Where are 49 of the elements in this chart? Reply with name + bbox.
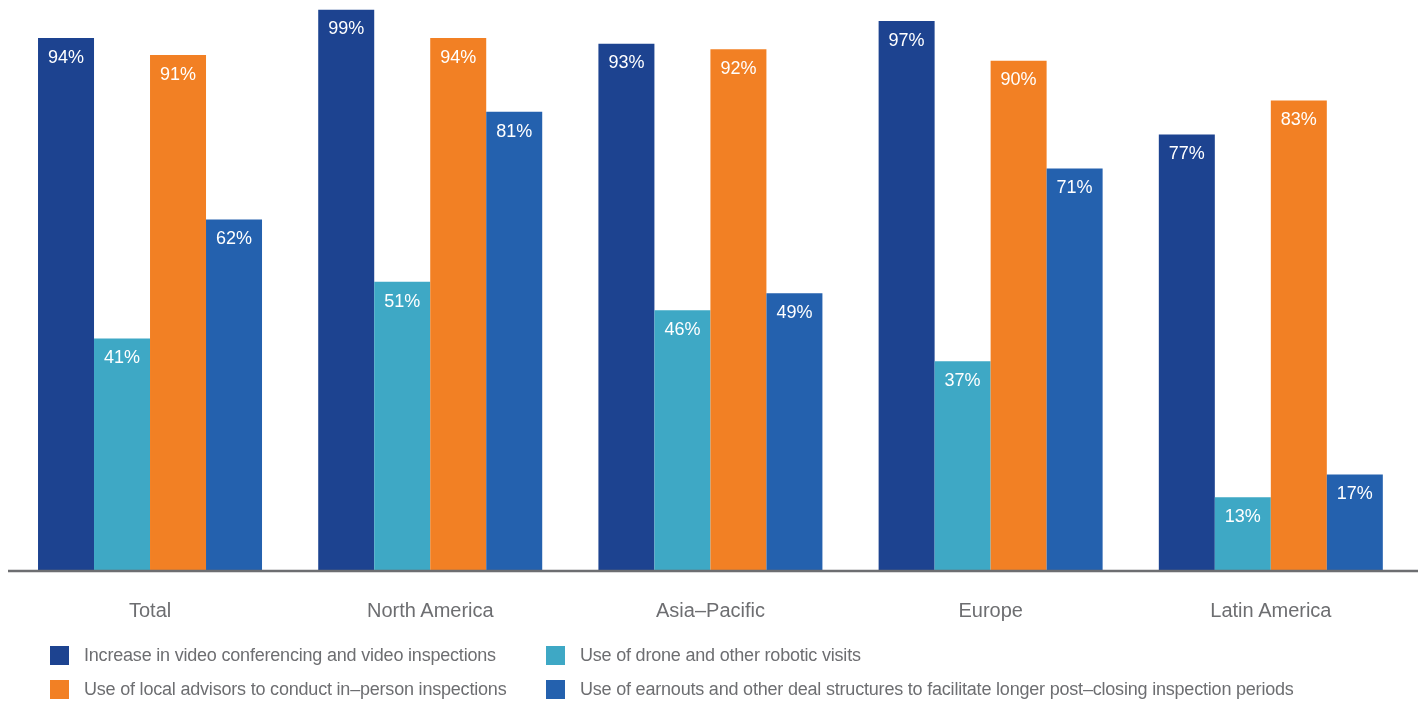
- data-label: 81%: [496, 120, 533, 141]
- data-label: 94%: [48, 46, 85, 67]
- x-tick-label: Latin America: [1210, 599, 1333, 622]
- data-label: 91%: [160, 63, 197, 84]
- data-label: 51%: [384, 290, 421, 311]
- data-label: 97%: [888, 29, 925, 50]
- bar: [318, 9, 375, 571]
- bar: [990, 60, 1047, 571]
- x-tick-label: Europe: [958, 599, 1023, 622]
- bar: [1214, 497, 1271, 571]
- data-label: 49%: [776, 301, 813, 322]
- data-label: 71%: [1056, 177, 1093, 198]
- bar: [486, 111, 543, 571]
- bar: [1046, 168, 1103, 571]
- bar: [878, 21, 935, 571]
- data-label: 17%: [1336, 483, 1373, 504]
- bar: [38, 38, 95, 571]
- bar: [374, 281, 431, 571]
- legend-label: Use of drone and other robotic visits: [580, 644, 861, 666]
- data-label: 90%: [1000, 69, 1037, 90]
- bar: [766, 293, 823, 571]
- data-label: 92%: [720, 58, 757, 79]
- data-label: 46%: [664, 318, 701, 339]
- bar: [94, 338, 151, 571]
- bar: [710, 49, 767, 571]
- data-label: 37%: [944, 369, 981, 390]
- data-label: 93%: [608, 52, 645, 73]
- x-tick-label: North America: [366, 599, 495, 622]
- data-label: 83%: [1280, 109, 1317, 130]
- bar: [934, 361, 991, 571]
- bar: [150, 55, 207, 571]
- data-label: 94%: [440, 46, 477, 67]
- legend-label: Use of local advisors to conduct in–person inspections: [84, 678, 507, 700]
- x-tick-label: Total: [128, 599, 172, 622]
- legend-label: Increase in video conferencing and video inspections: [84, 644, 496, 666]
- bar: [206, 219, 263, 571]
- bar: [430, 38, 487, 571]
- bar: [654, 310, 711, 571]
- bar: [1270, 100, 1327, 571]
- legend-label: Use of earnouts and other deal structures to facilitate longer post–closing inspection periods: [580, 678, 1294, 700]
- data-label: 13%: [1224, 506, 1261, 527]
- bar: [1326, 474, 1383, 571]
- x-tick-label: Asia–Pacific: [656, 599, 765, 622]
- data-label: 62%: [216, 228, 253, 249]
- data-label: 77%: [1168, 143, 1205, 164]
- data-label: 41%: [104, 347, 141, 368]
- data-label: 99%: [328, 18, 365, 39]
- bar: [1158, 134, 1215, 571]
- bar: [598, 43, 655, 571]
